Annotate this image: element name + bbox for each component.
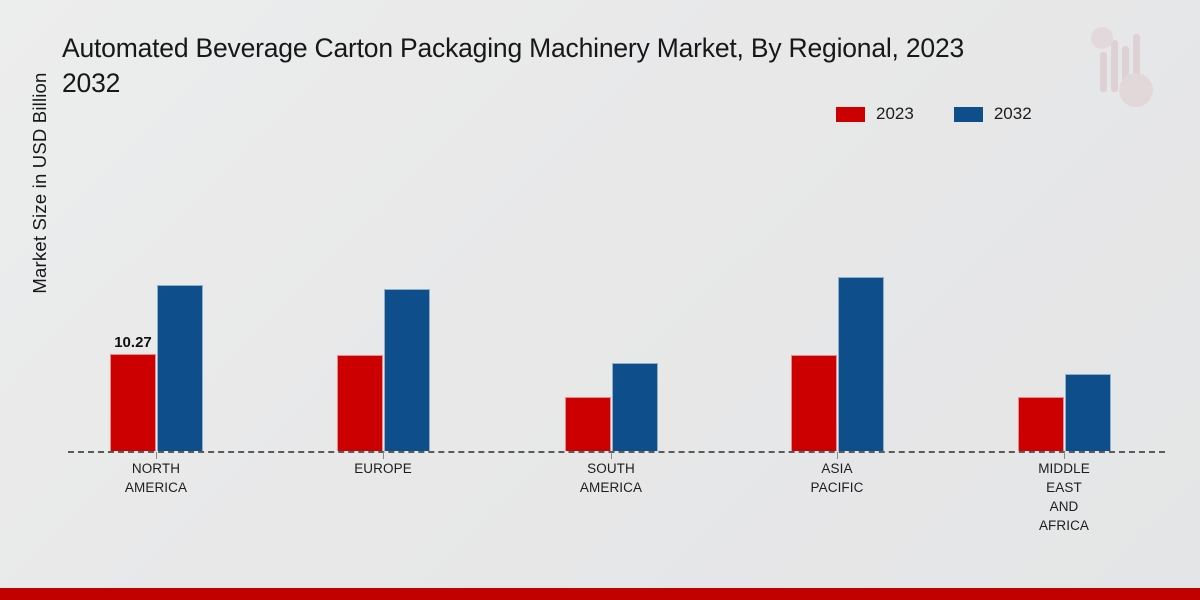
x-axis-baseline: [68, 451, 1165, 453]
bar-2023-middle-east-and-africa[interactable]: [1018, 397, 1064, 451]
x-axis-tick-asia-pacific: [837, 452, 838, 459]
bar-value-label-2023-north-america: 10.27: [114, 334, 152, 351]
footer-accent-bar: [0, 588, 1200, 600]
page-title: Automated Beverage Carton Packaging Mach…: [62, 33, 965, 98]
x-axis-label-north-america: NORTH AMERICA: [124, 461, 188, 496]
bar-2023-south-america[interactable]: [565, 397, 611, 451]
bar-2032-south-america[interactable]: [612, 363, 658, 451]
legend-swatch-2023: [836, 106, 865, 122]
x-axis-tick-north-america: [156, 452, 157, 459]
bar-2032-middle-east-and-africa[interactable]: [1065, 374, 1111, 451]
legend-item-2023[interactable]: 2023: [836, 104, 914, 124]
bar-2032-europe[interactable]: [384, 289, 430, 451]
chart-legend: 2023 2032: [836, 104, 1032, 124]
legend-item-2032[interactable]: 2032: [953, 104, 1032, 124]
bar-2023-north-america[interactable]: [110, 354, 156, 451]
legend-label-2023: 2023: [876, 104, 914, 123]
bar-2032-north-america[interactable]: [157, 285, 203, 451]
x-axis-tick-middle-east-and-africa: [1064, 452, 1065, 459]
x-axis-label-asia-pacific: ASIA PACIFIC: [810, 461, 864, 496]
x-axis-label-europe: EUROPE: [354, 461, 412, 476]
legend-label-2032: 2032: [993, 104, 1032, 123]
x-axis-tick-europe: [383, 452, 384, 459]
legend-swatch-2032: [953, 106, 983, 122]
bar-2023-europe[interactable]: [337, 355, 383, 451]
bar-2032-asia-pacific[interactable]: [838, 277, 884, 451]
x-axis-label-south-america: SOUTH AMERICA: [579, 461, 643, 496]
bar-2023-asia-pacific[interactable]: [791, 355, 837, 451]
x-axis-label-middle-east-and-africa: MIDDLE EAST AND AFRICA: [1038, 461, 1090, 534]
x-axis-tick-south-america: [611, 452, 612, 459]
